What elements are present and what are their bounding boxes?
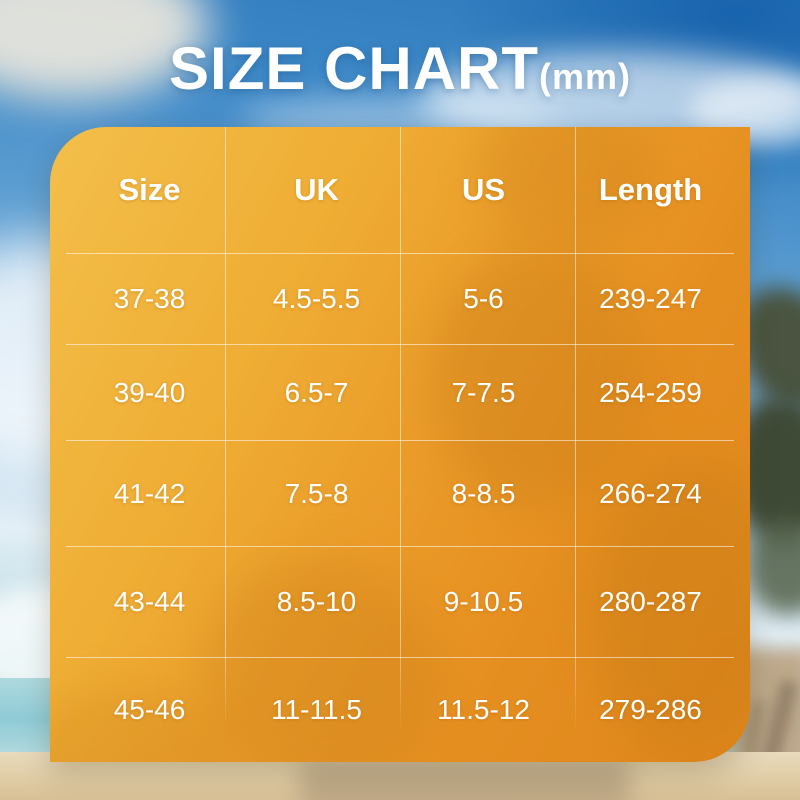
table-cell: 11.5-12 <box>437 694 530 725</box>
table-cell: 39-40 <box>113 376 186 408</box>
panel-shade-blob <box>590 457 750 757</box>
table-cell: 5-6 <box>463 283 504 314</box>
table-cell: 7-7.5 <box>451 376 516 408</box>
column-divider <box>575 127 576 762</box>
table-cell: 45-46 <box>113 694 186 725</box>
table-cell: 43-44 <box>113 586 186 617</box>
table-cell: 4.5-5.5 <box>272 283 361 314</box>
table-cell: 9-10.5 <box>443 586 524 617</box>
table-cell: 239-247 <box>599 283 702 314</box>
panel-shade-blob <box>430 247 650 507</box>
title-unit-text: (mm) <box>539 56 631 97</box>
table-cell: 6.5-7 <box>284 376 349 408</box>
table-row: 45-46 11-11.5 11.5-12 279-286 <box>66 658 734 762</box>
table-header-cell: UK <box>294 172 339 207</box>
table-cell: 279-286 <box>599 694 702 725</box>
table-cell: 8.5-10 <box>276 586 357 617</box>
table-cell: 37-38 <box>113 283 186 314</box>
table-cell: 41-42 <box>113 477 186 509</box>
table-header-row: Size UK US Length <box>66 127 734 254</box>
page-title: SIZE CHART (mm) <box>0 34 800 103</box>
table-header-cell: US <box>461 172 506 207</box>
title-text: SIZE CHART <box>169 35 539 102</box>
column-divider <box>400 127 401 762</box>
column-divider <box>225 127 226 762</box>
size-table: Size UK US Length 37-38 4.5-5.5 5-6 239-247 39-4… <box>50 127 750 762</box>
table-cell: 7.5-8 <box>284 477 349 509</box>
table-cell: 254-259 <box>599 376 702 408</box>
table-row: 43-44 8.5-10 9-10.5 280-287 <box>66 547 734 658</box>
size-chart-panel: Size UK US Length 37-38 4.5-5.5 5-6 239-247 39-4… <box>50 127 750 762</box>
table-header-cell: Size <box>118 172 181 207</box>
table-cell: 8-8.5 <box>451 477 516 509</box>
sand-shadow <box>300 760 630 800</box>
table-row: 39-40 6.5-7 7-7.5 254-259 <box>66 345 734 441</box>
table-cell: 11-11.5 <box>271 694 362 725</box>
table-row: 41-42 7.5-8 8-8.5 266-274 <box>66 441 734 547</box>
table-cell: 266-274 <box>599 477 702 509</box>
table-header-cell: Length <box>598 172 703 207</box>
table-cell: 280-287 <box>599 586 702 617</box>
palm-frond-shape <box>748 520 800 615</box>
table-row: 37-38 4.5-5.5 5-6 239-247 <box>66 254 734 345</box>
